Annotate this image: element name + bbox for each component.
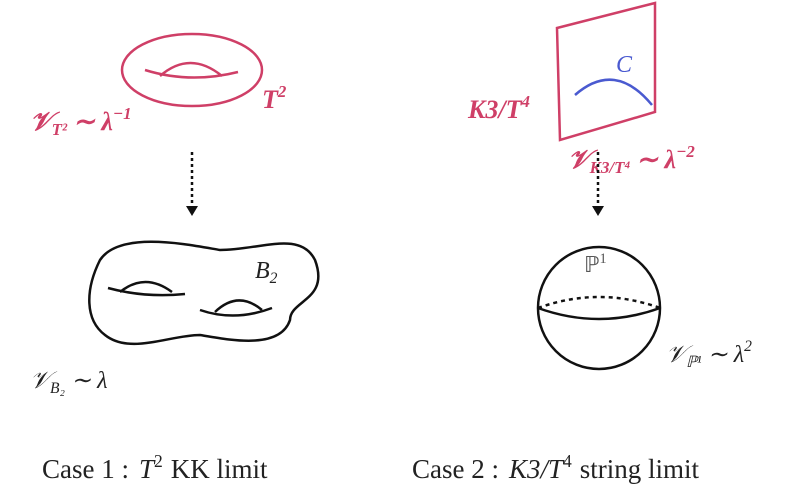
sphere-label: ℙ1 bbox=[584, 251, 607, 277]
arrow-head bbox=[592, 206, 604, 216]
fiber-plane bbox=[557, 3, 655, 140]
diagram: T2 𝒱T²∼ λ−1 B2 𝒱B₂∼ λ Case 1 :T2KK limit… bbox=[0, 0, 811, 491]
fiber-volume: 𝒱K3/T⁴∼ λ−2 bbox=[568, 142, 695, 177]
torus bbox=[122, 34, 262, 106]
torus-label: T2 bbox=[262, 82, 287, 114]
torus-volume: 𝒱T²∼ λ−1 bbox=[30, 104, 132, 139]
base-surface bbox=[89, 242, 318, 344]
curve-label: C bbox=[616, 52, 633, 78]
base-volume: 𝒱B₂∼ λ bbox=[30, 368, 107, 397]
base-label: B2 bbox=[255, 258, 278, 287]
arrow-head bbox=[186, 206, 198, 216]
fiber-label: K3/T4 bbox=[467, 92, 530, 124]
curve bbox=[575, 80, 652, 105]
sphere-volume: 𝒱ℙ¹∼ λ2 bbox=[666, 338, 752, 371]
